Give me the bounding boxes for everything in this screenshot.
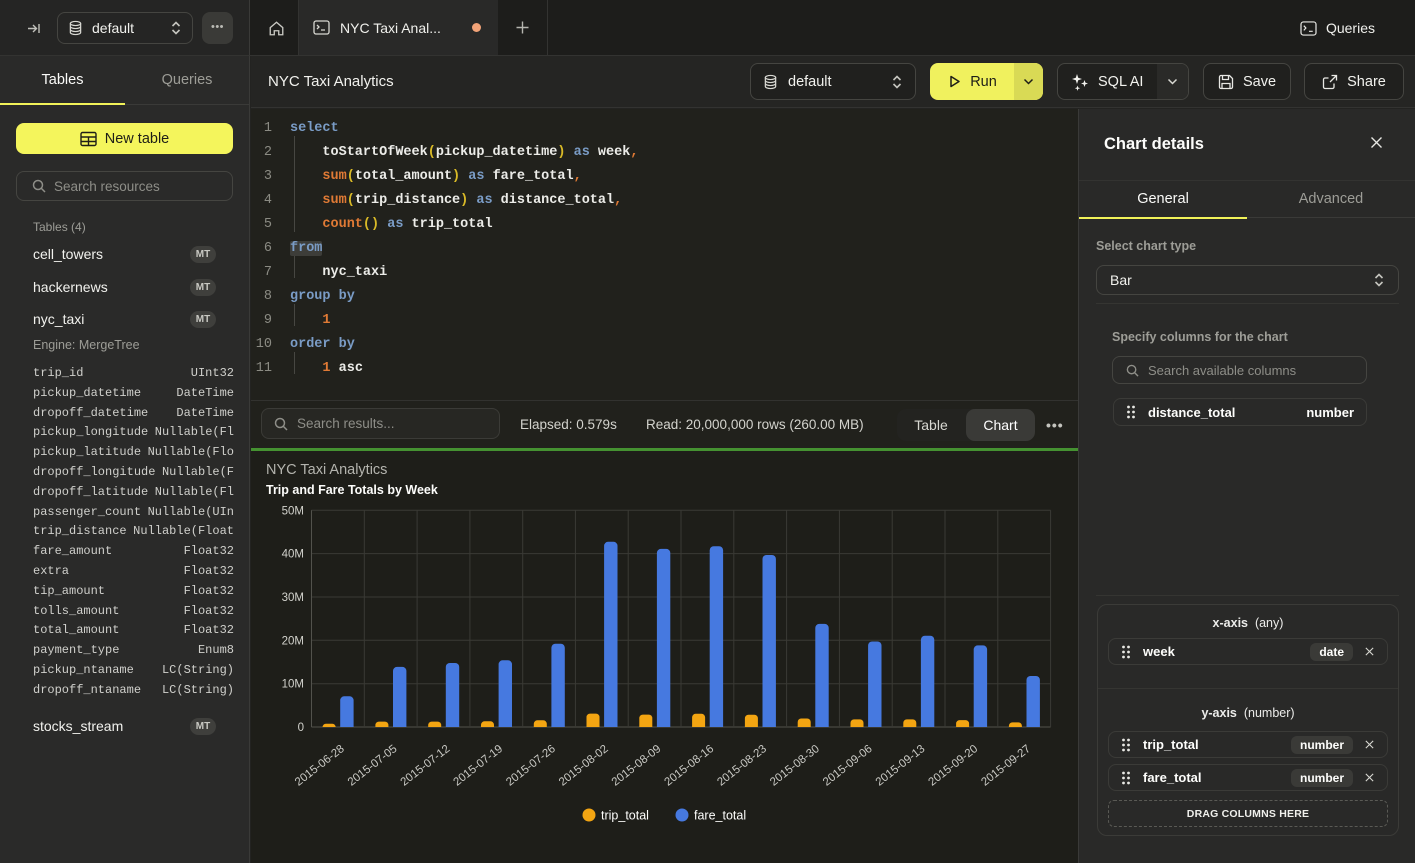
svg-text:2015-08-23: 2015-08-23 — [715, 743, 769, 789]
svg-text:trip_total: trip_total — [601, 809, 649, 823]
svg-text:fare_total: fare_total — [694, 809, 746, 823]
svg-text:2015-07-05: 2015-07-05 — [346, 743, 400, 789]
svg-text:20M: 20M — [282, 635, 304, 647]
svg-text:50M: 50M — [282, 505, 304, 517]
svg-text:2015-06-28: 2015-06-28 — [293, 743, 347, 789]
svg-text:2015-09-06: 2015-09-06 — [821, 743, 875, 789]
svg-text:2015-09-20: 2015-09-20 — [927, 743, 981, 789]
svg-text:30M: 30M — [282, 592, 304, 604]
svg-text:2015-08-16: 2015-08-16 — [663, 743, 717, 789]
svg-text:2015-08-02: 2015-08-02 — [557, 743, 611, 789]
svg-text:2015-07-12: 2015-07-12 — [399, 743, 453, 789]
svg-text:2015-09-27: 2015-09-27 — [979, 743, 1033, 789]
svg-text:2015-08-30: 2015-08-30 — [768, 743, 822, 789]
svg-text:0: 0 — [298, 722, 304, 734]
svg-text:2015-08-09: 2015-08-09 — [610, 743, 664, 789]
svg-text:2015-07-19: 2015-07-19 — [451, 743, 505, 789]
svg-text:2015-09-13: 2015-09-13 — [874, 743, 928, 789]
svg-text:10M: 10M — [282, 679, 304, 691]
svg-text:2015-07-26: 2015-07-26 — [504, 743, 558, 789]
svg-text:40M: 40M — [282, 549, 304, 561]
